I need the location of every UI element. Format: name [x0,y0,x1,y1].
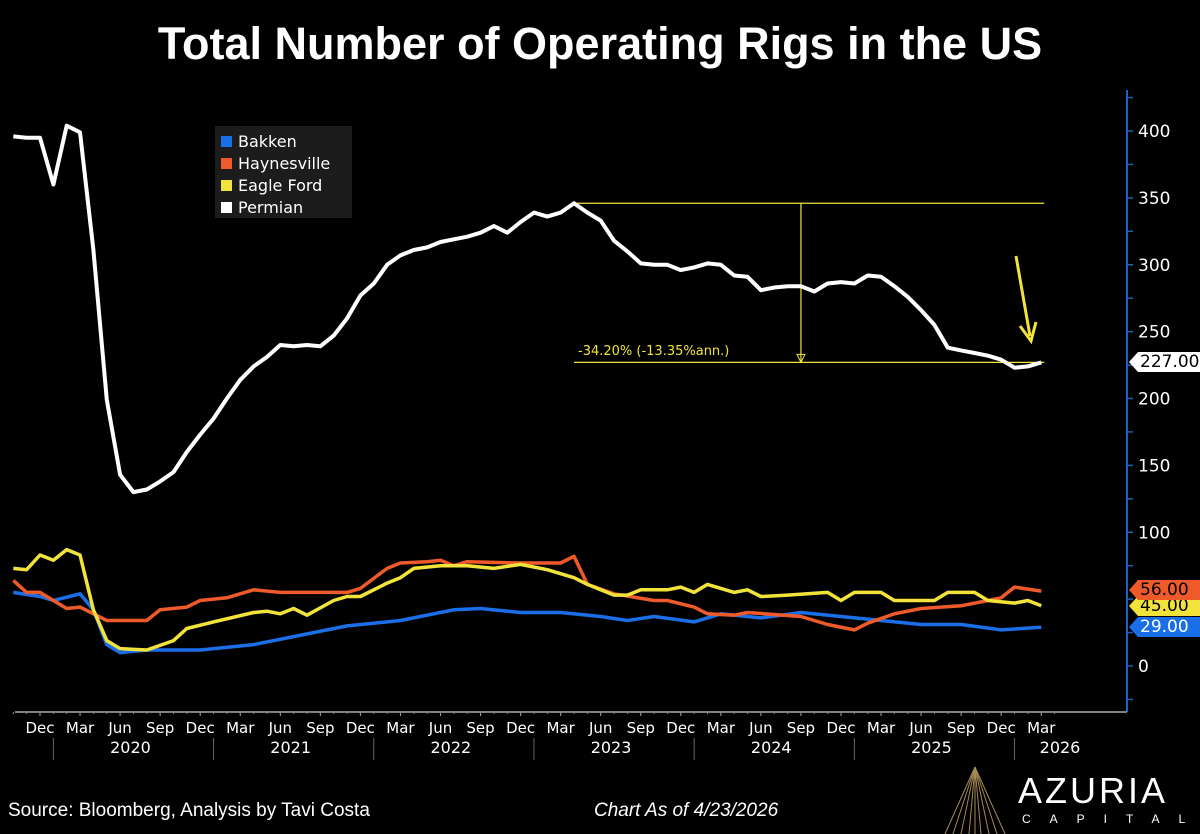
legend-swatch [221,157,232,169]
x-tick-label: Mar [707,719,736,737]
x-tick-label: Sep [627,719,655,737]
y-tick-label: 300 [1138,256,1170,276]
y-tick-label: 250 [1138,323,1170,343]
x-tick-label: Mar [867,719,896,737]
x-year-label: 2024 [751,738,792,757]
y-tick-label: 350 [1138,189,1170,209]
series-line-haynesville [12,554,1042,632]
legend-item-haynesville: Haynesville [221,152,352,174]
x-tick-label: Dec [346,719,375,737]
legend-swatch [221,135,232,147]
annotation-text: -34.20% (-13.35%ann.) [578,344,730,359]
as-of-date: Chart As of 4/23/2026 [594,800,779,821]
chart-title: Total Number of Operating Rigs in the US [157,18,1043,69]
legend-item-permian: Permian [221,196,352,218]
legend-label: Permian [238,197,304,217]
x-tick-label: Dec [826,719,855,737]
logo-fan-icon [944,766,1006,834]
y-tick-label: 400 [1138,122,1170,142]
legend: Bakken Haynesville Eagle Ford Permian [215,126,352,218]
pointer-arrowhead-icon [1018,321,1038,345]
y-tick-label: 200 [1138,390,1170,410]
x-tick-label: Jun [268,719,292,737]
x-tick-label: Sep [146,719,174,737]
legend-label: Haynesville [238,153,331,173]
x-tick-label: Dec [186,719,215,737]
logo-name: AZURIA [1018,770,1169,811]
legend-item-eagle-ford: Eagle Ford [221,174,352,196]
pointer-arrow-icon [1014,255,1032,337]
x-tick-label: Mar [386,719,415,737]
x-year-label: 2020 [110,738,151,757]
x-tick-label: Jun [588,719,612,737]
legend-label: Eagle Ford [238,175,323,195]
x-tick-label: Sep [466,719,494,737]
x-tick-label: Dec [25,719,54,737]
x-tick-label: Mar [546,719,575,737]
x-tick-label: Jun [107,719,131,737]
x-tick-label: Jun [428,719,452,737]
logo-subtitle: CAPITAL [1022,812,1200,826]
x-tick-label: Sep [947,719,975,737]
x-year-label: 2023 [591,738,632,757]
legend-swatch [221,179,232,191]
legend-label: Bakken [238,131,297,151]
legend-swatch [221,201,232,213]
x-tick-label: Mar [66,719,95,737]
x-tick-label: Dec [666,719,695,737]
x-year-label: 2022 [430,738,471,757]
x-tick-label: Jun [908,719,932,737]
last-value-tag-eagle-ford: 45.00 [1129,596,1200,616]
x-tick-label: Mar [1027,719,1056,737]
legend-item-bakken: Bakken [221,130,352,152]
annotation-arrowhead [796,353,806,364]
last-value-tag-haynesville: 56.00 [1129,580,1200,600]
series-line-eagle-ford [13,547,1042,652]
x-tick-label: Jun [748,719,772,737]
last-value-tag-permian: 227.00 [1129,352,1200,372]
x-year-label: 2025 [911,738,952,757]
x-tick-label: Sep [787,719,815,737]
x-year-label: 2026 [1040,738,1081,757]
series-line-permian [13,123,1042,495]
x-tick-label: Dec [506,719,535,737]
x-tick-label: Sep [306,719,334,737]
x-year-label: 2021 [270,738,311,757]
last-value-tag-bakken: 29.00 [1129,617,1200,637]
y-tick-label: 150 [1138,456,1170,476]
y-tick-label: 100 [1138,523,1170,543]
x-tick-label: Mar [226,719,255,737]
y-tick-label: 0 [1138,657,1149,677]
x-tick-label: Dec [987,719,1016,737]
source-note: Source: Bloomberg, Analysis by Tavi Cost… [8,800,370,821]
